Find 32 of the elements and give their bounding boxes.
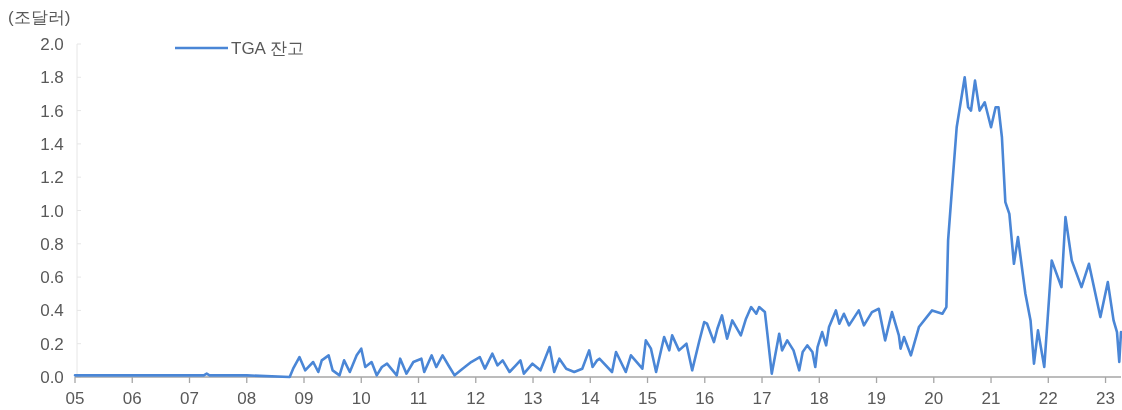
y-tick-label: 2.0 (40, 35, 64, 54)
x-tick-label: 12 (466, 389, 486, 408)
y-tick-label: 0.6 (40, 268, 64, 288)
y-tick-label: 1.6 (40, 101, 64, 121)
x-tick-label: 06 (122, 389, 142, 408)
y-tick-label: 0.0 (40, 368, 64, 387)
y-tick-label: 1.8 (40, 68, 64, 88)
x-tick-label: 09 (294, 389, 314, 408)
x-tick-label: 17 (752, 389, 772, 408)
y-tick-label: 1.2 (40, 168, 64, 188)
y-tick-label: 1.0 (40, 201, 64, 221)
x-tick-label: 18 (809, 389, 829, 408)
x-tick-label: 22 (1038, 389, 1058, 408)
x-tick-label: 05 (65, 389, 85, 408)
x-tick-label: 07 (180, 389, 199, 408)
x-tick-label: 16 (695, 389, 715, 408)
y-tick-label: 0.8 (40, 234, 64, 254)
x-tick-label: 14 (580, 389, 600, 408)
legend-label: TGA 잔고 (231, 39, 304, 58)
y-tick-label: 0.2 (40, 334, 64, 354)
x-tick-label: 21 (981, 389, 1001, 408)
x-tick-label: 23 (1096, 389, 1115, 408)
y-tick-label: 0.4 (40, 301, 64, 321)
x-tick-label: 10 (351, 389, 371, 408)
y-axis-title: (조달러) (8, 8, 71, 27)
y-tick-label: 1.4 (40, 134, 64, 154)
x-tick-label: 13 (523, 389, 543, 408)
x-tick-label: 11 (409, 389, 428, 408)
x-tick-label: 08 (237, 389, 257, 408)
x-tick-label: 20 (924, 389, 944, 408)
x-tick-label: 15 (638, 389, 657, 408)
x-tick-label: 19 (867, 389, 886, 408)
